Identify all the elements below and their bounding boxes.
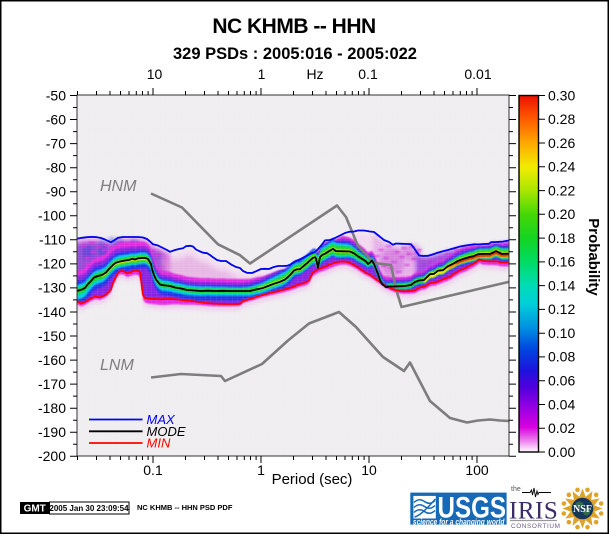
svg-text:-200: -200 (38, 448, 66, 464)
svg-text:0.30: 0.30 (548, 87, 575, 103)
svg-text:0.1: 0.1 (143, 462, 163, 478)
svg-text:NSF: NSF (573, 504, 592, 515)
svg-text:MODE: MODE (147, 424, 186, 439)
svg-text:-120: -120 (38, 256, 66, 272)
svg-text:the: the (511, 486, 521, 493)
svg-text:-160: -160 (38, 352, 66, 368)
svg-text:LNM: LNM (100, 357, 134, 374)
svg-text:-90: -90 (46, 184, 66, 200)
svg-text:0.08: 0.08 (548, 349, 575, 365)
svg-text:0.10: 0.10 (548, 325, 575, 341)
svg-text:MAX: MAX (147, 412, 177, 427)
svg-text:2005 Jan 30 23:09:54: 2005 Jan 30 23:09:54 (49, 504, 129, 513)
svg-text:0.06: 0.06 (548, 373, 575, 389)
svg-text:-110: -110 (39, 232, 66, 248)
svg-text:MIN: MIN (147, 436, 171, 451)
svg-text:0.22: 0.22 (548, 182, 575, 198)
svg-text:-130: -130 (38, 280, 66, 296)
svg-text:-70: -70 (46, 135, 66, 151)
svg-text:0.24: 0.24 (548, 159, 575, 175)
svg-text:0.16: 0.16 (548, 254, 575, 270)
svg-text:science for a changing world: science for a changing world (413, 517, 505, 526)
svg-text:1: 1 (258, 66, 266, 82)
svg-text:-50: -50 (46, 87, 66, 103)
svg-text:Hz: Hz (306, 66, 323, 82)
svg-text:10: 10 (361, 462, 377, 478)
svg-text:0.02: 0.02 (548, 420, 575, 436)
svg-text:0.28: 0.28 (548, 111, 575, 127)
svg-text:Period (sec): Period (sec) (272, 471, 353, 488)
svg-text:-180: -180 (38, 400, 66, 416)
svg-text:-170: -170 (38, 376, 66, 392)
svg-text:0.00: 0.00 (548, 444, 575, 460)
svg-text:329 PSDs : 2005:016 - 2005:022: 329 PSDs : 2005:016 - 2005:022 (173, 45, 417, 63)
svg-text:0.04: 0.04 (548, 396, 575, 412)
svg-text:GMT: GMT (24, 504, 46, 515)
svg-text:Probability: Probability (585, 218, 602, 296)
svg-text:CONSORTIUM: CONSORTIUM (511, 523, 561, 530)
svg-text:0.14: 0.14 (548, 277, 575, 293)
svg-text:0.01: 0.01 (464, 66, 491, 82)
svg-text:0.20: 0.20 (548, 206, 575, 222)
svg-text:1: 1 (257, 462, 265, 478)
svg-text:-140: -140 (38, 304, 66, 320)
svg-text:NC KHMB -- HHN: NC KHMB -- HHN (212, 15, 375, 38)
svg-text:0.18: 0.18 (548, 230, 575, 246)
svg-text:0.12: 0.12 (548, 301, 575, 317)
svg-text:-100: -100 (38, 208, 66, 224)
svg-text:10: 10 (147, 66, 163, 82)
svg-text:HNM: HNM (100, 178, 137, 195)
svg-text:-60: -60 (46, 111, 66, 127)
svg-text:USGS: USGS (438, 492, 507, 525)
svg-text:-190: -190 (38, 424, 66, 440)
svg-text:100: 100 (465, 462, 489, 478)
svg-text:-150: -150 (38, 328, 66, 344)
svg-text:-80: -80 (46, 160, 66, 176)
svg-text:0.1: 0.1 (358, 66, 378, 82)
svg-text:0.26: 0.26 (548, 135, 575, 151)
svg-text:NC KHMB -- HHN PSD PDF: NC KHMB -- HHN PSD PDF (137, 503, 233, 512)
